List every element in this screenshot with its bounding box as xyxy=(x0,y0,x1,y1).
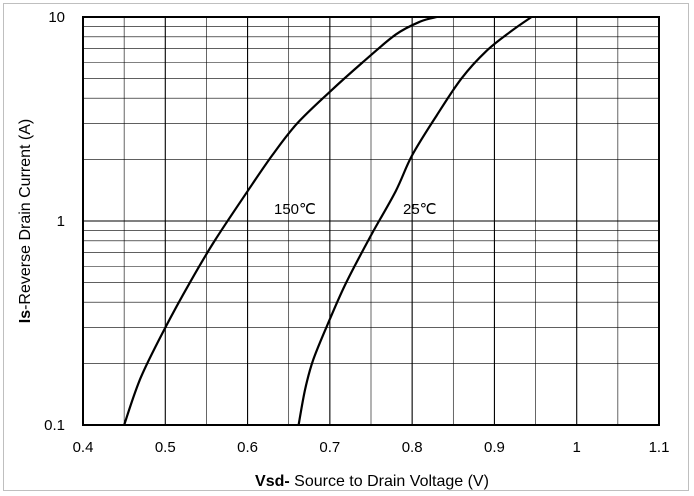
x-tick-label: 0.7 xyxy=(319,439,340,456)
annotation-25c: 25℃ xyxy=(403,201,437,218)
x-tick-labels: 0.4 0.5 0.6 0.7 0.8 0.9 1 1.1 xyxy=(73,439,670,456)
x-tick-label: 1 xyxy=(573,439,581,456)
series-line-25c xyxy=(297,16,533,426)
series-group xyxy=(123,15,533,426)
x-tick-label: 0.4 xyxy=(73,439,94,456)
y-axis-title-rest: -Reverse Drain Current (A) xyxy=(17,119,34,310)
chart-frame xyxy=(3,3,689,491)
x-axis-title-bold: Vsd- xyxy=(255,473,290,490)
minor-grid xyxy=(83,17,659,425)
y-tick-label: 1 xyxy=(57,213,65,230)
x-tick-label: 0.8 xyxy=(402,439,423,456)
plot-area-border xyxy=(82,16,660,426)
x-axis-title-rest: Source to Drain Voltage (V) xyxy=(290,473,489,490)
x-tick-label: 0.5 xyxy=(155,439,176,456)
y-tick-label: 0.1 xyxy=(44,417,65,434)
y-axis-title-bold: Is xyxy=(17,310,34,323)
y-axis-title: Is-Reverse Drain Current (A) xyxy=(17,119,34,324)
y-tick-labels: 0.1 1 10 xyxy=(44,9,65,434)
x-axis-title: Vsd- Source to Drain Voltage (V) xyxy=(255,473,489,490)
x-tick-label: 0.9 xyxy=(484,439,505,456)
series-line-150c xyxy=(123,15,438,426)
x-tick-label: 1.1 xyxy=(649,439,670,456)
x-tick-label: 0.6 xyxy=(237,439,258,456)
annotation-150c: 150℃ xyxy=(274,201,316,218)
y-tick-label: 10 xyxy=(48,9,65,26)
